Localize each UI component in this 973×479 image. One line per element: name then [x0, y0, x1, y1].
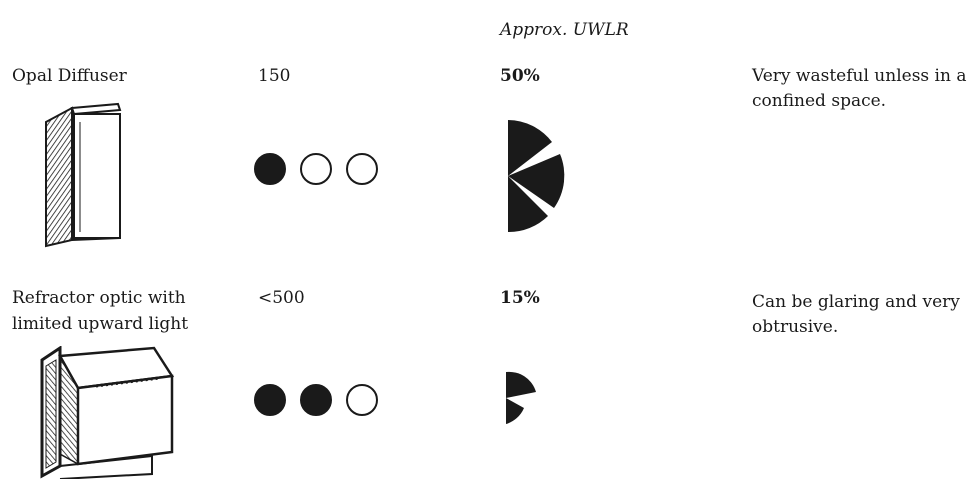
uwlr-pie-segment — [508, 176, 548, 233]
row-2-name-line2: limited upward light — [12, 314, 189, 334]
row-1-uwlr-pie — [508, 120, 565, 233]
rating-dot-filled — [300, 384, 332, 416]
row-2-note: Can be glaring and very obtrusive. — [752, 292, 960, 337]
row-1-name: Opal Diffuser — [12, 66, 127, 86]
uwlr-pie-segment — [508, 154, 565, 208]
row-1-uwlr: 50% — [500, 66, 540, 86]
row-1-note: Very wasteful unless in a confined space… — [752, 66, 967, 111]
rating-dot-filled — [254, 153, 286, 185]
rating-dot-empty — [346, 384, 378, 416]
row-1-value: 150 — [258, 66, 291, 86]
rating-dot-filled — [254, 384, 286, 416]
uwlr-column-header: Approx. UWLR — [500, 20, 629, 40]
row-2-value: <500 — [258, 288, 305, 308]
row-2-rating — [254, 384, 378, 416]
row-2-uwlr-pie — [506, 371, 536, 424]
uwlr-pie-segment — [506, 371, 536, 398]
row-2-name-line1: Refractor optic with — [12, 288, 186, 308]
uwlr-pie-segment — [508, 120, 552, 176]
row-2-uwlr: 15% — [500, 288, 540, 308]
opal-diffuser-illustration — [45, 102, 122, 248]
refractor-optic-illustration — [40, 346, 175, 479]
rating-dot-empty — [346, 153, 378, 185]
row-1-rating — [254, 153, 378, 185]
uwlr-pie-segment — [506, 372, 524, 424]
rating-dot-empty — [300, 153, 332, 185]
